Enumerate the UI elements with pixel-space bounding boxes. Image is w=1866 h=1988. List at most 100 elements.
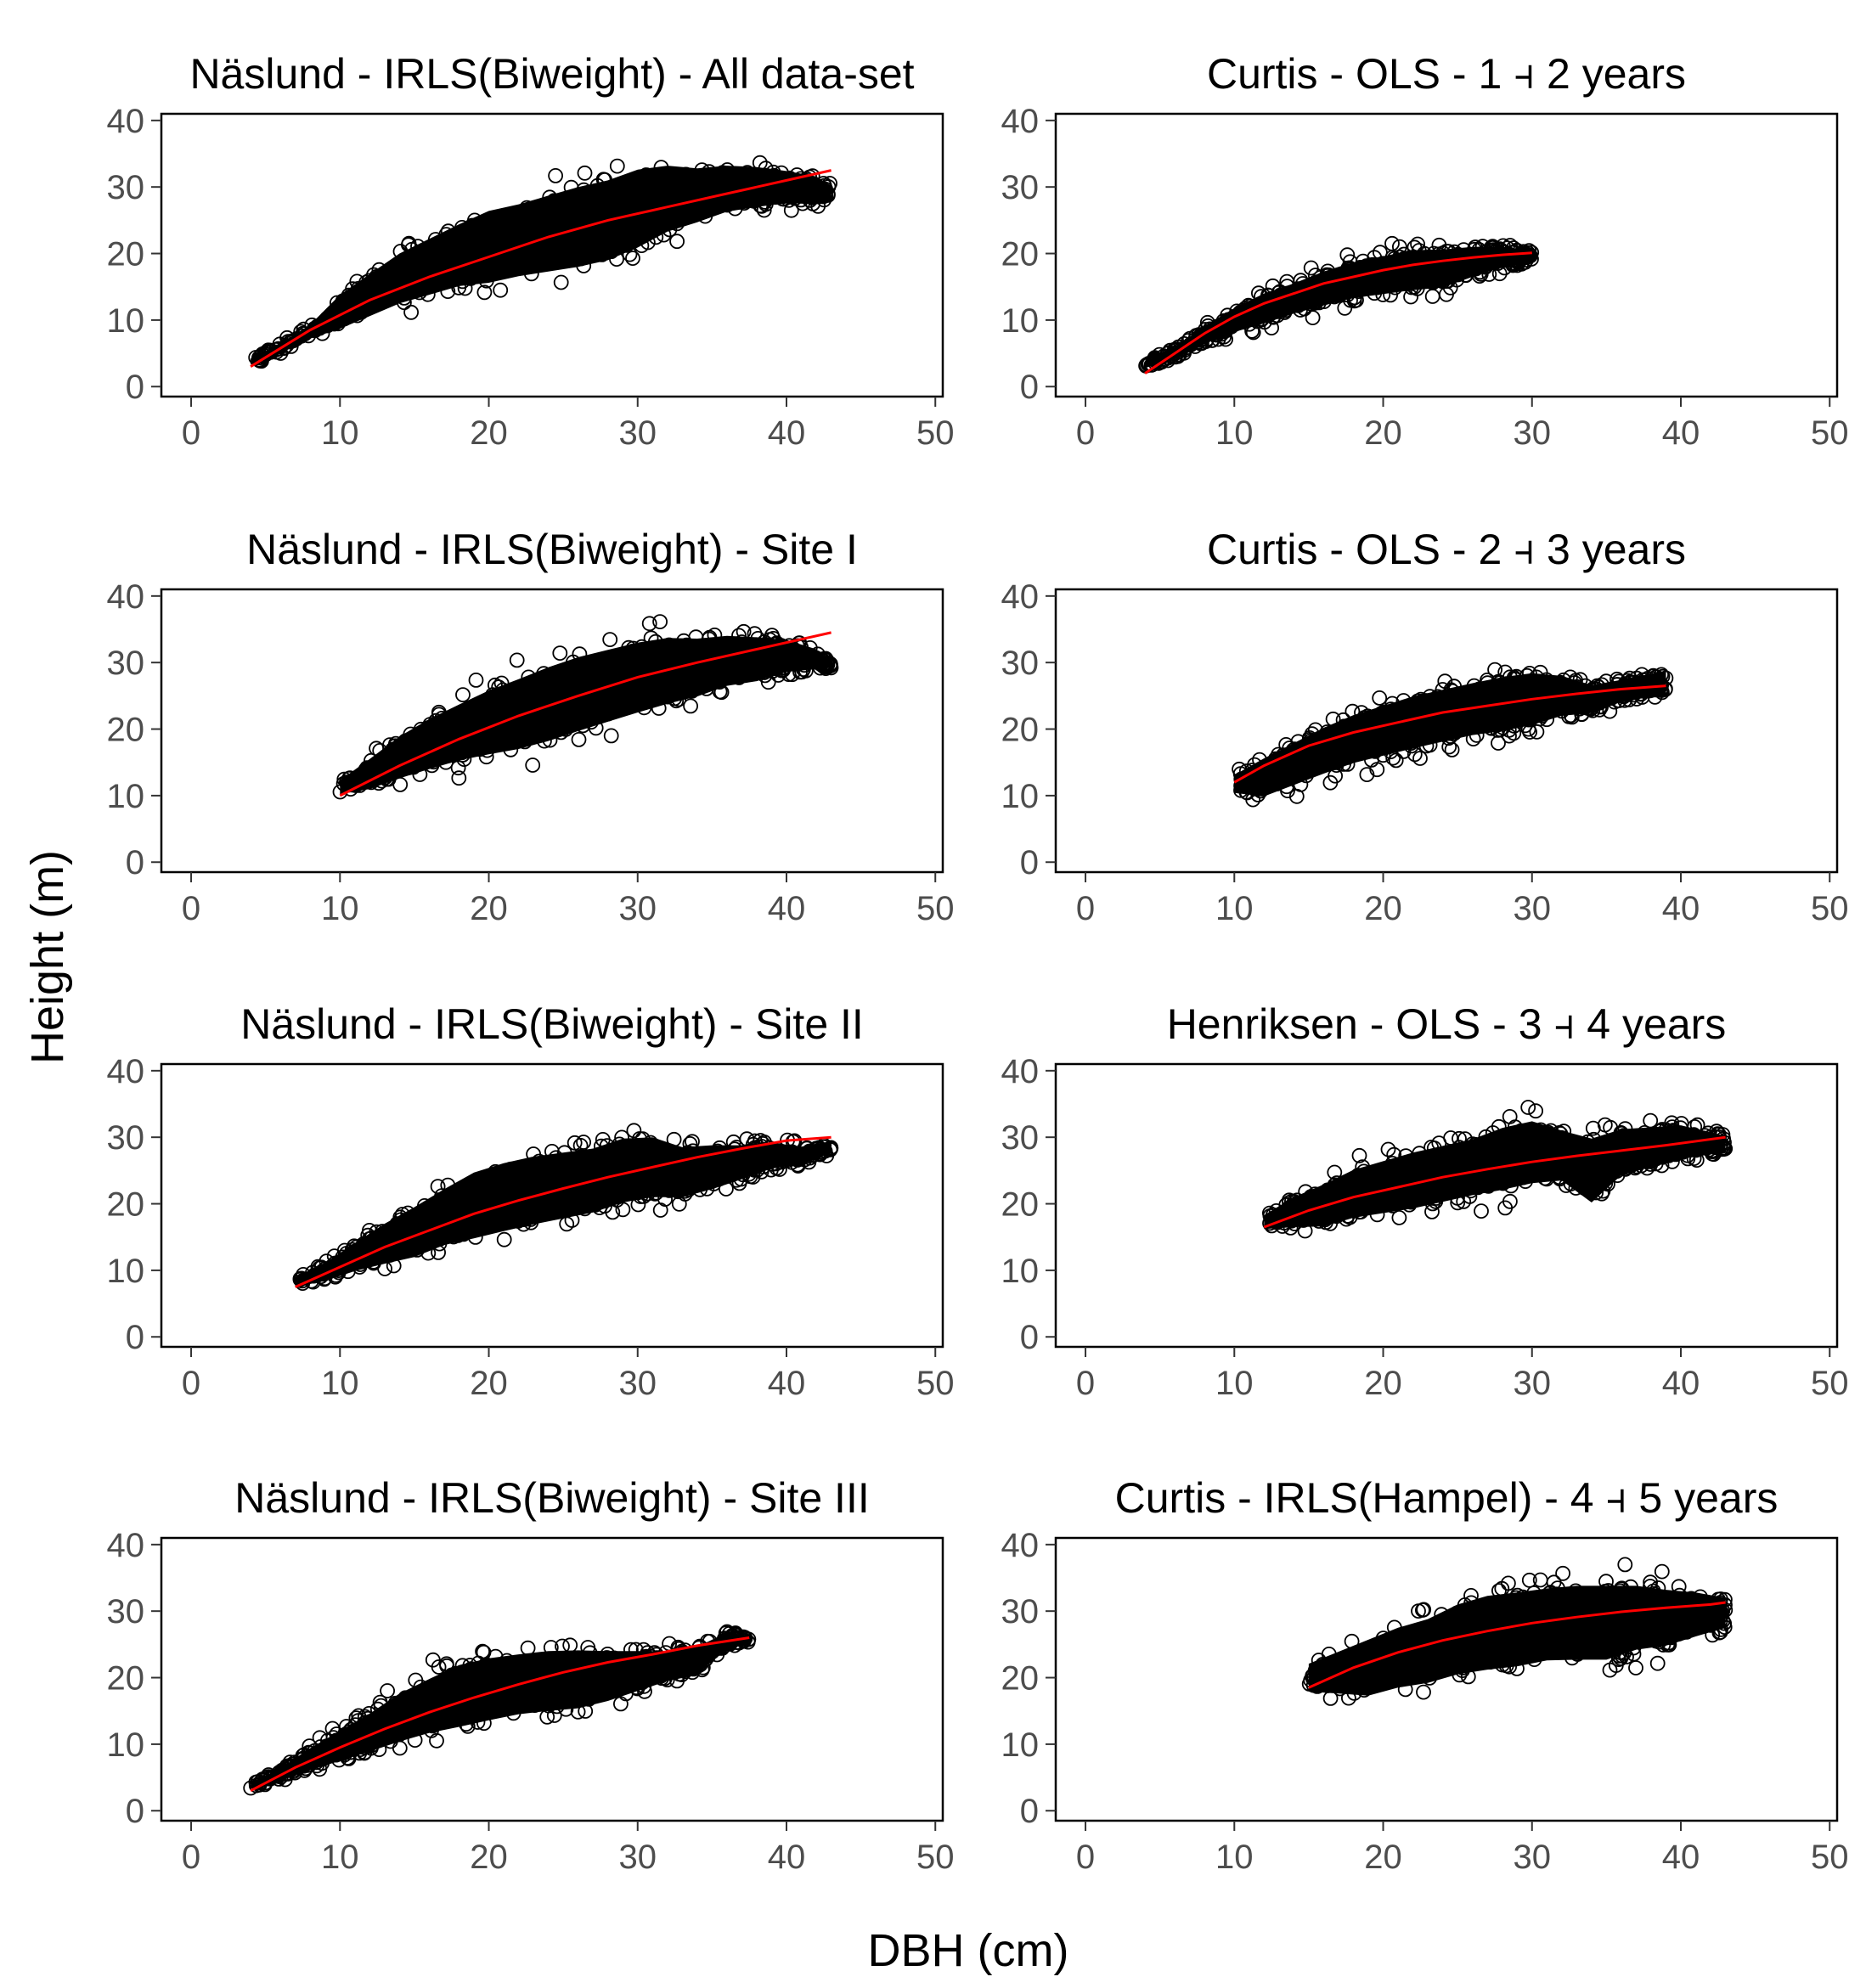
- scatter-point: [1675, 1131, 1691, 1147]
- scatter-point: [396, 290, 412, 306]
- scatter-point: [599, 1138, 615, 1153]
- scatter-point: [1640, 1141, 1656, 1157]
- scatter-point: [714, 165, 730, 181]
- scatter-point: [478, 273, 494, 289]
- scatter-point: [472, 741, 488, 757]
- scatter-point: [1312, 730, 1328, 746]
- scatter-point: [1542, 1139, 1558, 1155]
- scatter-point: [1388, 733, 1403, 749]
- scatter-point: [517, 253, 533, 269]
- scatter-point: [465, 1674, 482, 1690]
- scatter-point: [638, 167, 654, 183]
- scatter-point: [1304, 752, 1320, 768]
- scatter-point: [1617, 1121, 1633, 1137]
- scatter-point: [702, 194, 717, 210]
- y-tick-label: 0: [126, 369, 144, 406]
- scatter-point: [1539, 1155, 1554, 1171]
- scatter-point: [640, 1668, 656, 1683]
- scatter-point: [450, 760, 466, 776]
- scatter-point: [464, 735, 479, 752]
- scatter-point: [407, 1718, 423, 1734]
- scatter-point: [629, 1681, 645, 1697]
- x-tick-label: 0: [182, 414, 200, 452]
- scatter-point: [564, 1213, 580, 1228]
- scatter-point: [413, 1679, 429, 1695]
- x-tick-label: 40: [1662, 890, 1700, 927]
- scatter-point: [1515, 702, 1531, 718]
- scatter-point: [577, 1201, 593, 1217]
- scatter-point: [729, 1635, 744, 1650]
- scatter-point: [1586, 1131, 1602, 1147]
- scatter-point: [1444, 742, 1460, 757]
- scatter-point: [386, 1258, 402, 1274]
- scatter-point: [682, 1172, 697, 1188]
- scatter-point: [1204, 324, 1220, 340]
- scatter-point: [1456, 718, 1471, 734]
- scatter-points: [1262, 1100, 1734, 1239]
- panel-5: Näslund - IRLS(Biweight) - Site II0 10 20 3…: [107, 1000, 955, 1402]
- plot-frame: [160, 1062, 944, 1349]
- scatter-point: [1592, 701, 1608, 718]
- scatter-point: [571, 701, 587, 717]
- scatter-point: [1470, 257, 1486, 273]
- scatter-point: [509, 652, 525, 668]
- scatter-point: [327, 311, 342, 327]
- scatter-point: [493, 675, 510, 691]
- scatter-point: [516, 1679, 533, 1695]
- scatter-point: [670, 1184, 686, 1200]
- scatter-point: [293, 328, 309, 344]
- x-tick-label: 10: [321, 1365, 359, 1402]
- scatter-point: [1478, 259, 1493, 275]
- scatter-point: [1303, 260, 1319, 276]
- scatter-point: [623, 1642, 639, 1658]
- panel-title: Henriksen - OLS - 3 ⫞ 4 years: [1167, 1000, 1727, 1048]
- scatter-point: [1549, 1634, 1565, 1650]
- scatter-point: [1384, 235, 1400, 251]
- scatter-point: [656, 1174, 672, 1190]
- scatter-point: [1609, 1135, 1625, 1151]
- scatter-point: [606, 206, 621, 222]
- scatter-point: [1465, 1153, 1480, 1169]
- scatter-point: [613, 1696, 629, 1712]
- scatter-point: [1449, 256, 1465, 272]
- scatter-point: [459, 1220, 476, 1236]
- scatter-point: [1687, 1119, 1703, 1135]
- scatter-point: [1598, 686, 1615, 702]
- scatter-point: [668, 693, 685, 709]
- scatter-point: [1574, 707, 1590, 722]
- scatter-point: [375, 755, 391, 770]
- scatter-point: [1359, 767, 1375, 782]
- scatter-point: [602, 1682, 617, 1698]
- scatter-point: [1543, 1123, 1559, 1139]
- scatter-point: [1385, 750, 1401, 766]
- scatter-point: [552, 645, 568, 661]
- scatter-point: [604, 228, 619, 243]
- scatter-point: [470, 1715, 486, 1730]
- scatter-point: [534, 1186, 550, 1202]
- scatter-point: [570, 1704, 586, 1720]
- scatter-point: [669, 234, 685, 250]
- x-tick-label: 0: [1076, 890, 1095, 927]
- scatter-point: [1383, 1177, 1398, 1192]
- scatter-point: [331, 1752, 347, 1768]
- scatter-point: [629, 215, 645, 231]
- scatter-point: [667, 690, 683, 707]
- plot-frame: [1054, 112, 1839, 398]
- scatter-point: [496, 216, 511, 231]
- scatter-point: [679, 181, 695, 196]
- scatter-point: [1286, 1194, 1302, 1209]
- scatter-point: [1402, 1162, 1418, 1178]
- scatter-point: [1490, 723, 1506, 738]
- scatter-point: [403, 304, 420, 320]
- scatter-point: [483, 1670, 499, 1687]
- scatter-point: [1531, 685, 1547, 701]
- scatter-point: [397, 739, 414, 754]
- scatter-point: [768, 1149, 784, 1164]
- scatter-point: [392, 1740, 408, 1756]
- scatter-point: [428, 1707, 444, 1722]
- scatter-point: [1285, 767, 1301, 783]
- scatter-point: [1244, 323, 1260, 339]
- scatter-point: [1508, 706, 1524, 722]
- scatter-point: [425, 1652, 441, 1668]
